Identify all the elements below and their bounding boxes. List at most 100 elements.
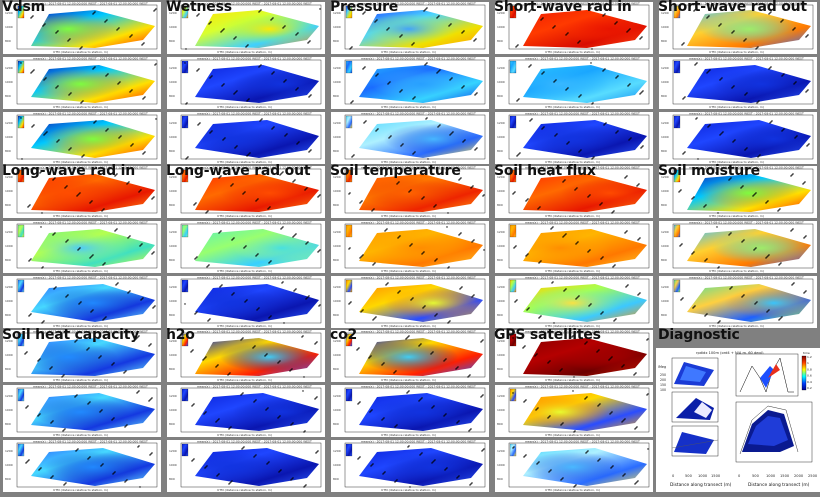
- svg-text:1200: 1200: [169, 66, 177, 70]
- svg-text:UTM (distance relative to stat: UTM (distance relative to station, m): [545, 214, 600, 218]
- svg-text:1000: 1000: [497, 80, 505, 84]
- svg-text:UTM (distance relative to stat: UTM (distance relative to station, m): [53, 433, 108, 437]
- svg-text:1000: 1000: [333, 244, 341, 248]
- map-plot: mean(x) - 2017-08-01 12:00:00.000 WEST -…: [167, 112, 325, 164]
- map-plot: mean(x) - 2017-08-01 12:00:00.000 WEST -…: [167, 276, 325, 328]
- diag-xlabel-right: Distance along transect (m): [748, 482, 810, 488]
- panel-title: Soil moisture: [658, 163, 760, 179]
- svg-text:1000: 1000: [333, 189, 341, 193]
- svg-text:1000: 1000: [5, 408, 13, 412]
- panel-title: Short-wave rad out: [658, 0, 807, 15]
- svg-text:UTM (distance relative to stat: UTM (distance relative to station, m): [217, 50, 272, 54]
- map-plot: mean(x) - 2017-08-01 12:00:00.000 WEST -…: [3, 385, 161, 437]
- map-plot: mean(x) - 2017-08-01 12:00:00.000 WEST -…: [659, 57, 817, 109]
- svg-text:mean(x) - 2017-08-01 12:00:00.: mean(x) - 2017-08-01 12:00:00.000 WEST -…: [33, 276, 148, 280]
- svg-text:1000: 1000: [333, 80, 341, 84]
- svg-text:1000: 1000: [5, 80, 13, 84]
- svg-text:800: 800: [333, 94, 339, 98]
- svg-text:UTM (distance relative to stat: UTM (distance relative to station, m): [545, 433, 600, 437]
- svg-text:800: 800: [5, 477, 11, 481]
- svg-text:mean(x) - 2017-08-01 12:00:00.: mean(x) - 2017-08-01 12:00:00.000 WEST -…: [525, 385, 640, 389]
- svg-text:mean(x) - 2017-08-01 12:00:00.: mean(x) - 2017-08-01 12:00:00.000 WEST -…: [525, 166, 640, 170]
- svg-text:mean(x) - 2017-08-01 12:00:00.: mean(x) - 2017-08-01 12:00:00.000 WEST -…: [361, 385, 476, 389]
- svg-text:1000: 1000: [169, 353, 177, 357]
- svg-text:1200: 1200: [333, 449, 341, 453]
- svg-text:UTM (distance relative to stat: UTM (distance relative to station, m): [217, 324, 272, 328]
- svg-text:mean(x) - 2017-08-01 12:00:00.: mean(x) - 2017-08-01 12:00:00.000 WEST -…: [197, 385, 312, 389]
- svg-text:800: 800: [169, 422, 175, 426]
- svg-text:mean(x) - 2017-08-01 12:00:00.: mean(x) - 2017-08-01 12:00:00.000 WEST -…: [33, 166, 148, 170]
- svg-text:1000: 1000: [169, 408, 177, 412]
- svg-text:1200: 1200: [5, 66, 13, 70]
- svg-text:1000: 1000: [5, 299, 13, 303]
- svg-text:UTM (distance relative to stat: UTM (distance relative to station, m): [53, 324, 108, 328]
- panel-long-wave-rad-out: mean(x) - 2017-08-01 12:00:00.000 WEST -…: [164, 163, 328, 328]
- svg-text:1200: 1200: [333, 66, 341, 70]
- svg-text:1200: 1200: [497, 285, 505, 289]
- svg-text:UTM (distance relative to stat: UTM (distance relative to station, m): [709, 105, 764, 109]
- panel-h2o: mean(x) - 2017-08-01 12:00:00.000 WEST -…: [164, 327, 328, 492]
- svg-text:1200: 1200: [5, 175, 13, 179]
- svg-text:mean(x) - 2017-08-01 12:00:00.: mean(x) - 2017-08-01 12:00:00.000 WEST -…: [361, 221, 476, 225]
- svg-text:mean(x) - 2017-08-01 12:00:00.: mean(x) - 2017-08-01 12:00:00.000 WEST -…: [689, 221, 804, 225]
- svg-text:UTM (distance relative to stat: UTM (distance relative to station, m): [709, 160, 764, 164]
- svg-text:1200: 1200: [497, 11, 505, 15]
- svg-text:UTM (distance relative to stat: UTM (distance relative to station, m): [545, 324, 600, 328]
- svg-text:1000: 1000: [5, 135, 13, 139]
- svg-text:mean(x) - 2017-08-01 12:00:00.: mean(x) - 2017-08-01 12:00:00.000 WEST -…: [525, 440, 640, 444]
- svg-text:800: 800: [661, 39, 667, 43]
- diagnostic-plot-area: rpdidx 100m (ord4 + N/A m, 60 deg)) 250 2…: [656, 348, 820, 472]
- colorbar-tick: 0.2: [807, 386, 812, 390]
- svg-text:mean(x) - 2017-08-01 12:00:00.: mean(x) - 2017-08-01 12:00:00.000 WEST -…: [197, 2, 312, 6]
- map-plot: mean(x) - 2017-08-01 12:00:00.000 WEST -…: [331, 440, 489, 492]
- map-plot: mean(x) - 2017-08-01 12:00:00.000 WEST -…: [331, 276, 489, 328]
- svg-text:mean(x) - 2017-08-01 12:00:00.: mean(x) - 2017-08-01 12:00:00.000 WEST -…: [33, 112, 148, 116]
- svg-text:1000: 1000: [497, 463, 505, 467]
- svg-text:800: 800: [333, 258, 339, 262]
- svg-text:800: 800: [661, 94, 667, 98]
- svg-text:1000: 1000: [169, 80, 177, 84]
- map-plot: mean(x) - 2017-08-01 12:00:00.000 WEST -…: [3, 57, 161, 109]
- svg-text:UTM (distance relative to stat: UTM (distance relative to station, m): [545, 105, 600, 109]
- diag-xtick-left: 1500: [711, 474, 721, 478]
- map-plot: mean(x) - 2017-08-01 12:00:00.000 WEST -…: [495, 276, 653, 328]
- svg-text:mean(x) - 2017-08-01 12:00:00.: mean(x) - 2017-08-01 12:00:00.000 WEST -…: [197, 166, 312, 170]
- svg-text:1200: 1200: [5, 230, 13, 234]
- svg-text:800: 800: [5, 39, 11, 43]
- colorbar-ticks: 1.2 1 0.8 0.6 0.4 0.2: [807, 355, 812, 390]
- svg-text:800: 800: [497, 203, 503, 207]
- svg-text:800: 800: [169, 258, 175, 262]
- svg-text:800: 800: [169, 39, 175, 43]
- map-plot: mean(x) - 2017-08-01 12:00:00.000 WEST -…: [167, 57, 325, 109]
- svg-text:800: 800: [169, 203, 175, 207]
- svg-text:800: 800: [5, 203, 11, 207]
- svg-text:mean(x) - 2017-08-01 12:00:00.: mean(x) - 2017-08-01 12:00:00.000 WEST -…: [197, 276, 312, 280]
- svg-text:1000: 1000: [661, 135, 669, 139]
- svg-text:1200: 1200: [497, 230, 505, 234]
- svg-text:1200: 1200: [5, 394, 13, 398]
- svg-text:800: 800: [497, 477, 503, 481]
- svg-text:800: 800: [333, 477, 339, 481]
- svg-text:800: 800: [5, 149, 11, 153]
- svg-text:mean(x) - 2017-08-01 12:00:00.: mean(x) - 2017-08-01 12:00:00.000 WEST -…: [33, 57, 148, 61]
- svg-text:UTM (distance relative to stat: UTM (distance relative to station, m): [709, 324, 764, 328]
- map-plot: mean(x) - 2017-08-01 12:00:00.000 WEST -…: [3, 276, 161, 328]
- diag-ytick: 250: [660, 373, 666, 377]
- svg-text:1200: 1200: [333, 121, 341, 125]
- panel-title: Vdsm: [2, 0, 45, 15]
- svg-text:1000: 1000: [5, 353, 13, 357]
- diag-xtick-left: 0: [672, 474, 675, 478]
- svg-text:1000: 1000: [169, 25, 177, 29]
- diag-left-top: [671, 357, 719, 389]
- diag-xtick-right: 2000: [794, 474, 804, 478]
- svg-text:mean(x) - 2017-08-01 12:00:00.: mean(x) - 2017-08-01 12:00:00.000 WEST -…: [361, 276, 476, 280]
- svg-text:800: 800: [5, 367, 11, 371]
- svg-text:800: 800: [5, 258, 11, 262]
- map-plot: mean(x) - 2017-08-01 12:00:00.000 WEST -…: [3, 112, 161, 164]
- svg-text:UTM (distance relative to stat: UTM (distance relative to station, m): [53, 160, 108, 164]
- svg-text:800: 800: [169, 313, 175, 317]
- svg-text:1000: 1000: [169, 135, 177, 139]
- svg-text:mean(x) - 2017-08-01 12:00:00.: mean(x) - 2017-08-01 12:00:00.000 WEST -…: [33, 385, 148, 389]
- diag-xtick-right: 500: [752, 474, 760, 478]
- svg-text:mean(x) - 2017-08-01 12:00:00.: mean(x) - 2017-08-01 12:00:00.000 WEST -…: [197, 112, 312, 116]
